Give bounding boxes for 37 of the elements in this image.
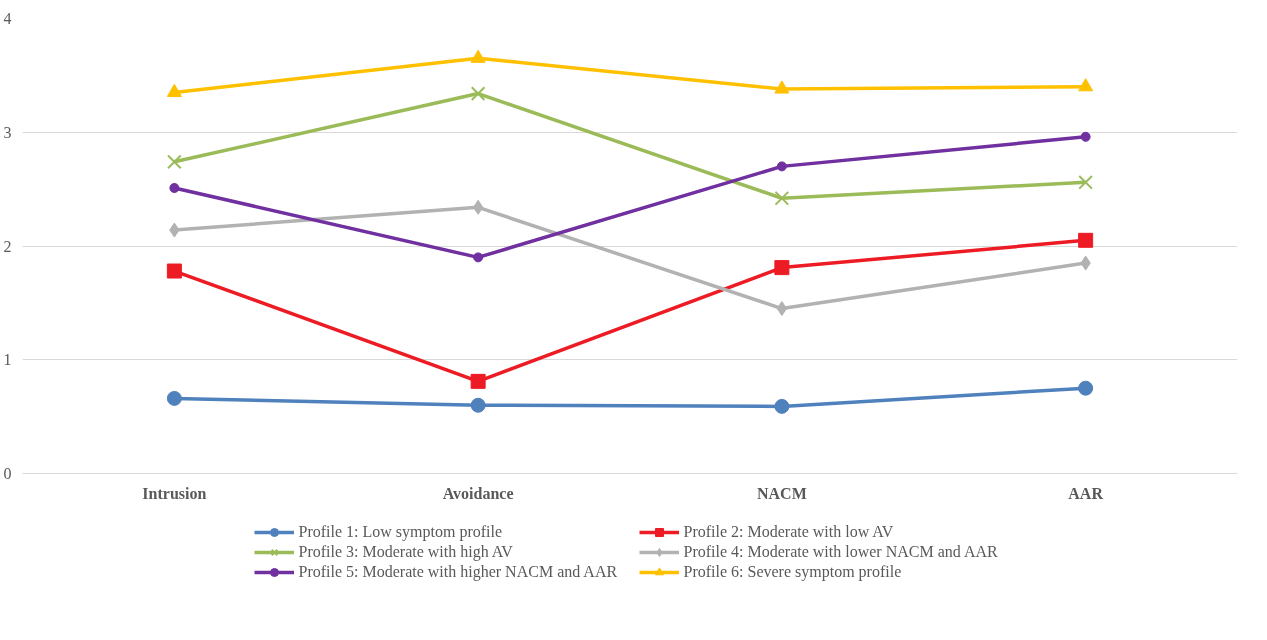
legend-label: Profile 2: Moderate with low AV <box>683 522 895 541</box>
y-tick-label: 1 <box>3 351 12 369</box>
x-tick-label: Avoidance <box>442 484 514 502</box>
legend-label: Profile 6: Severe symptom profile <box>683 562 903 581</box>
y-tick-label: 3 <box>3 123 12 141</box>
legend-label: Profile 4: Moderate with lower NACM and AAR <box>683 542 999 561</box>
point <box>776 161 787 172</box>
point <box>167 154 182 170</box>
point <box>1078 78 1094 92</box>
point <box>166 390 182 406</box>
point <box>774 260 790 276</box>
point <box>472 199 484 215</box>
legend-label: Profile 5: Moderate with higher NACM and AAR <box>298 562 619 581</box>
point <box>1078 380 1094 396</box>
point <box>473 252 484 263</box>
point <box>470 49 486 63</box>
point <box>1078 174 1093 190</box>
point <box>1078 232 1094 248</box>
point <box>1080 131 1091 142</box>
point <box>774 398 790 414</box>
point <box>169 183 180 193</box>
point <box>774 190 790 206</box>
x-tick-label: AAR <box>1068 484 1104 502</box>
x-tick-label: Intrusion <box>142 484 207 502</box>
y-tick-label: 0 <box>3 465 12 482</box>
point <box>470 373 486 389</box>
point <box>470 397 486 413</box>
point <box>166 263 182 279</box>
y-tick-label: 4 <box>3 10 12 27</box>
point <box>470 86 486 101</box>
legend-label: Profile 3: Moderate with high AV <box>298 542 514 561</box>
point <box>166 83 182 97</box>
legend-label: Profile 1: Low symptom profile <box>298 522 504 541</box>
y-tick-label: 2 <box>3 237 12 255</box>
point <box>776 301 788 317</box>
x-tick-label: NACM <box>756 484 807 502</box>
point <box>774 80 790 94</box>
